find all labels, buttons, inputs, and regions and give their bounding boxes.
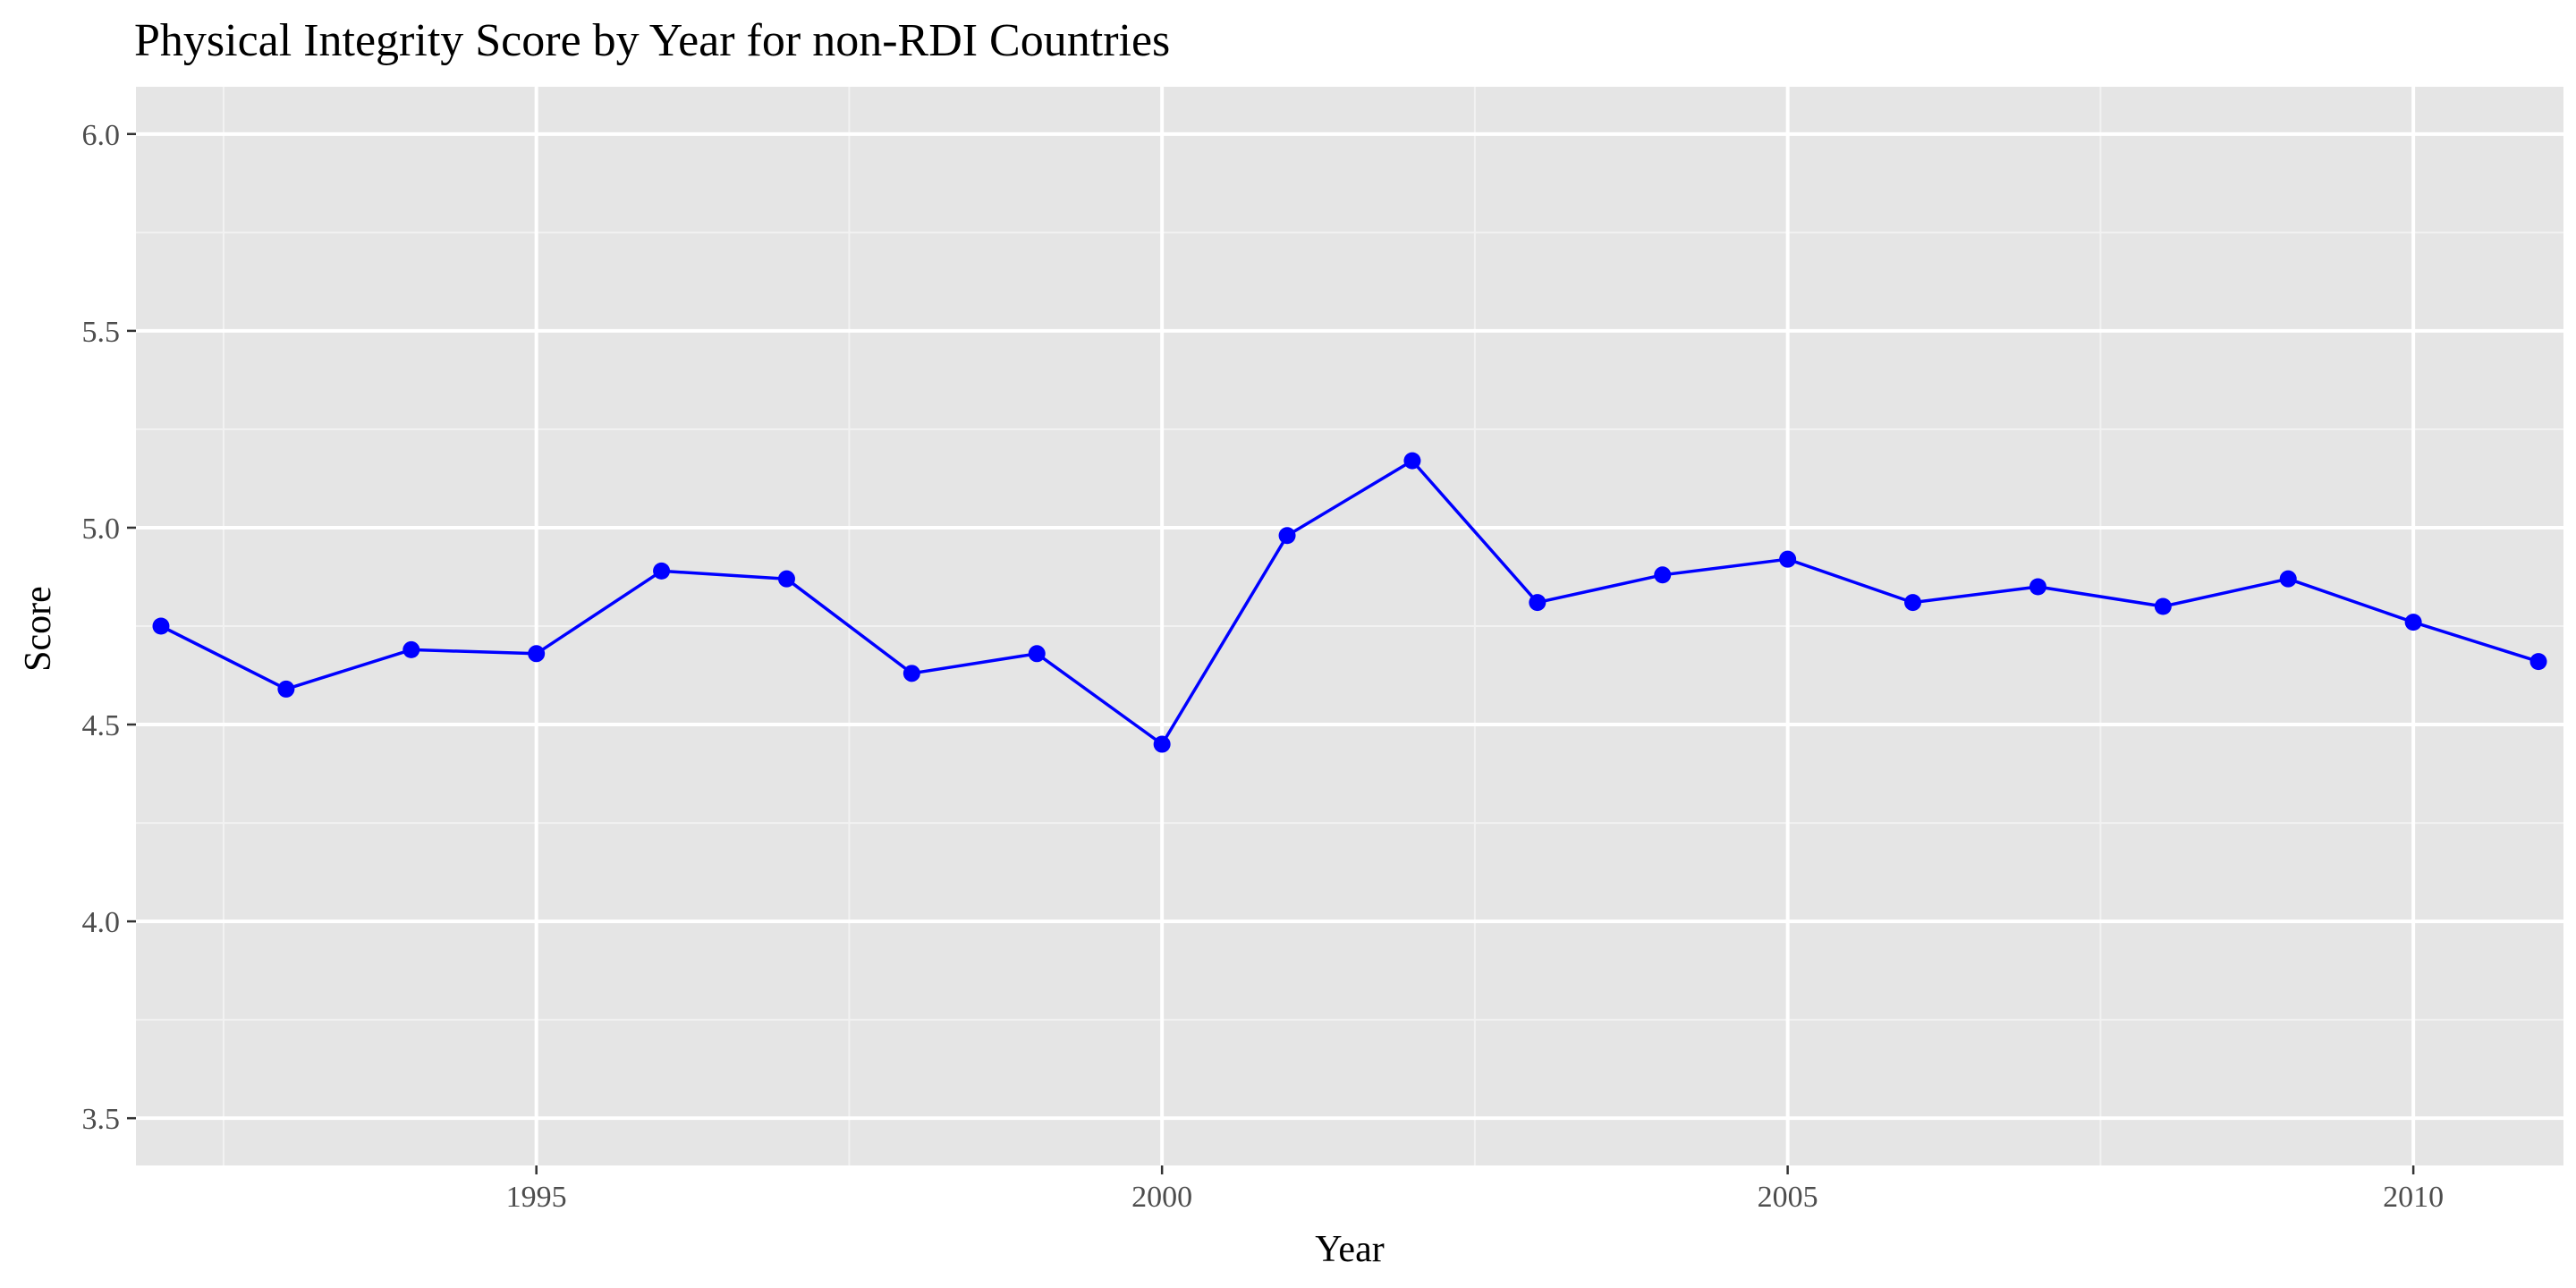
y-tick-label: 4.0 — [82, 906, 121, 939]
grid-lines — [136, 87, 2563, 1165]
data-point — [528, 645, 546, 663]
data-point — [2529, 653, 2547, 671]
data-point — [1779, 550, 1797, 568]
series-line — [159, 459, 2540, 746]
data-point — [2279, 570, 2297, 588]
data-point — [1529, 594, 1546, 612]
y-tick-label: 5.0 — [82, 513, 121, 546]
x-tick-label: 1995 — [506, 1181, 567, 1214]
data-point — [1403, 452, 1421, 470]
data-point — [1278, 527, 1296, 545]
x-tick-label: 2005 — [1758, 1181, 1818, 1214]
y-axis-title: Score — [18, 586, 59, 672]
x-tick-label: 2010 — [2383, 1181, 2444, 1214]
chart-title: Physical Integrity Score by Year for non… — [134, 15, 1170, 66]
data-point — [2404, 614, 2422, 631]
data-point — [277, 680, 295, 698]
x-tick-label: 2000 — [1131, 1181, 1192, 1214]
data-point — [1654, 566, 1672, 584]
data-point — [653, 562, 671, 580]
data-point — [152, 617, 170, 635]
data-point — [1904, 594, 1922, 612]
series-layer — [152, 452, 2547, 753]
data-point — [1153, 735, 1171, 753]
y-tick-label: 5.5 — [82, 316, 121, 349]
data-point — [402, 640, 420, 658]
y-tick-label: 4.5 — [82, 709, 121, 742]
data-point — [2154, 597, 2172, 615]
x-axis-title: Year — [1315, 1229, 1384, 1270]
y-tick-label: 3.5 — [82, 1103, 121, 1136]
data-point — [902, 665, 920, 682]
data-point — [1028, 645, 1046, 663]
axes: 3.5 4.0 4.5 5.0 5.5 6.0 1995 2000 2005 2010 — [82, 119, 2445, 1214]
y-tick-label: 6.0 — [82, 119, 121, 152]
data-point — [2029, 578, 2046, 596]
data-point — [777, 570, 795, 588]
